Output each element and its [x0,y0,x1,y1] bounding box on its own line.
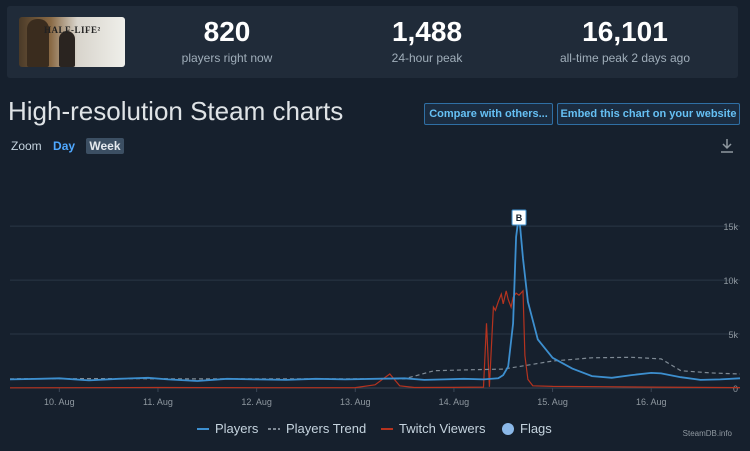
legend-item-players-trend[interactable]: Players Trend [268,421,366,436]
x-tick-label: 11. Aug [143,397,173,407]
stat-value: 820 [203,16,251,47]
x-tick-label: 14. Aug [439,397,470,407]
credit-text: SteamDB.info [682,429,732,438]
legend-swatch [268,427,280,430]
character-figure [59,31,75,67]
legend-label: Flags [520,421,552,436]
zoom-day-button[interactable]: Day [53,139,76,153]
stat-value: 1,488 [391,16,463,47]
series-line-players [9,214,741,382]
legend-item-flags[interactable]: Flags [502,421,552,436]
stat-24h-peak: 1,488 24-hour peak [337,16,517,65]
x-tick-label: 13. Aug [340,397,371,407]
character-figure [27,19,49,67]
x-tick-label: 16. Aug [636,397,667,407]
x-tick-label: 10. Aug [44,397,75,407]
stat-label: 24-hour peak [391,51,463,65]
stat-all-time-peak: 16,101 all-time peak 2 days ago [535,16,715,65]
game-capsule-image[interactable]: HALF-LIFE² [19,17,125,67]
stat-current: 820 players right now [137,16,317,65]
zoom-week-button[interactable]: Week [86,138,124,154]
legend-label: Players Trend [286,421,367,436]
y-tick-label: 0 [733,384,738,394]
legend-item-twitch[interactable]: Twitch Viewers [381,421,485,436]
flag-label: B [516,213,523,223]
game-logo: HALF-LIFE² [44,25,101,35]
embed-button[interactable]: Embed this chart on your website [557,103,740,125]
x-tick-label: 12. Aug [241,397,272,407]
legend-label: Twitch Viewers [399,421,486,436]
zoom-label: Zoom [11,139,42,153]
player-chart[interactable]: 0 5k 10k 15k 10. Aug 11. Aug 12. Aug 13. Aug 14… [0,160,750,415]
y-tick-label: 5k [728,330,738,340]
legend-swatch [381,427,393,430]
zoom-controls: Zoom Day Week [11,138,132,154]
stat-value: 16,101 [582,16,668,47]
download-icon[interactable] [718,137,736,155]
x-tick-label: 15. Aug [537,397,568,407]
legend-label: Players [215,421,259,436]
stat-label: players right now [181,51,273,65]
series-line-twitch-viewers [9,289,741,389]
page-title: High-resolution Steam charts [8,96,344,126]
stats-bar: HALF-LIFE² 820 players right now 1,488 2… [7,6,738,78]
legend-item-players[interactable]: Players [197,421,258,436]
flags-dot-icon [502,422,514,435]
flag-marker [511,209,527,226]
stat-label: all-time peak 2 days ago [559,51,691,65]
legend-swatch [197,427,209,430]
y-tick-label: 15k [723,222,738,232]
compare-button[interactable]: Compare with others... [424,103,553,125]
y-tick-label: 10k [723,276,738,286]
